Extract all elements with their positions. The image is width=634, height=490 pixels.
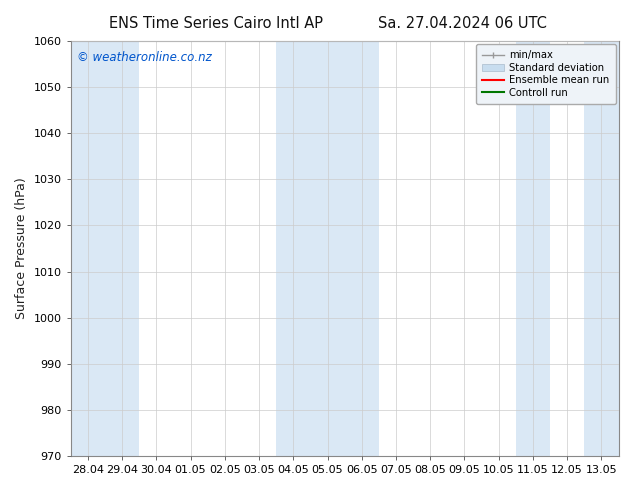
Text: ENS Time Series Cairo Intl AP: ENS Time Series Cairo Intl AP bbox=[108, 16, 323, 31]
Y-axis label: Surface Pressure (hPa): Surface Pressure (hPa) bbox=[15, 178, 28, 319]
Legend: min/max, Standard deviation, Ensemble mean run, Controll run: min/max, Standard deviation, Ensemble me… bbox=[476, 44, 616, 103]
Bar bbox=[105, 41, 139, 456]
Bar bbox=[71, 41, 105, 456]
Bar bbox=[585, 41, 619, 456]
Bar bbox=[345, 41, 379, 456]
Bar bbox=[311, 41, 345, 456]
Bar bbox=[516, 41, 550, 456]
Bar bbox=[276, 41, 311, 456]
Text: © weatheronline.co.nz: © weatheronline.co.nz bbox=[77, 51, 212, 64]
Text: Sa. 27.04.2024 06 UTC: Sa. 27.04.2024 06 UTC bbox=[378, 16, 547, 31]
